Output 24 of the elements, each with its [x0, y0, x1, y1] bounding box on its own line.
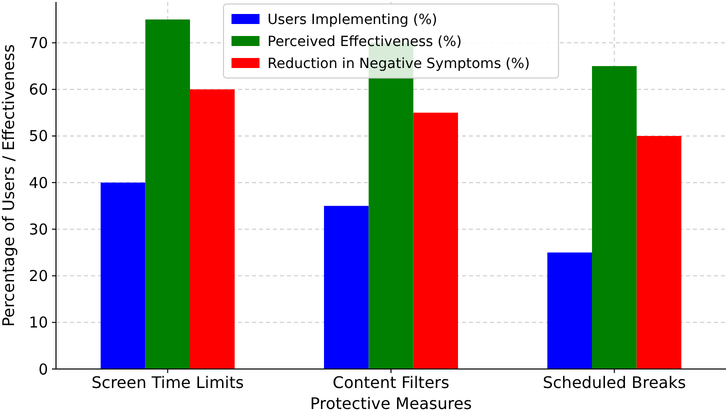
bar: [592, 66, 637, 369]
bar: [324, 206, 369, 369]
y-axis-title: Percentage of Users / Effectiveness: [0, 44, 18, 327]
y-tick-label: 60: [28, 80, 48, 99]
y-tick-label: 40: [28, 174, 48, 192]
bar: [636, 136, 682, 369]
y-tick-label: 10: [28, 314, 48, 332]
x-tick-label: Scheduled Breaks: [542, 373, 686, 392]
bar: [100, 182, 146, 369]
bar: [145, 19, 190, 369]
legend-label: Users Implementing (%): [268, 12, 438, 28]
bar: [547, 252, 592, 369]
bar: [190, 89, 235, 369]
y-tick-label: 0: [38, 360, 48, 378]
x-axis-title: Protective Measures: [310, 394, 472, 413]
y-tick-label: 30: [28, 220, 48, 238]
bar: [413, 112, 458, 369]
x-tick-label: Content Filters: [332, 373, 450, 392]
legend-label: Perceived Effectiveness (%): [268, 34, 462, 50]
y-tick-label: 20: [28, 267, 48, 286]
y-tick-label: 70: [28, 34, 48, 52]
x-tick-label: Screen Time Limits: [91, 373, 244, 392]
y-tick-label: 50: [28, 127, 48, 146]
legend-label: Reduction in Negative Symptoms (%): [268, 56, 530, 72]
